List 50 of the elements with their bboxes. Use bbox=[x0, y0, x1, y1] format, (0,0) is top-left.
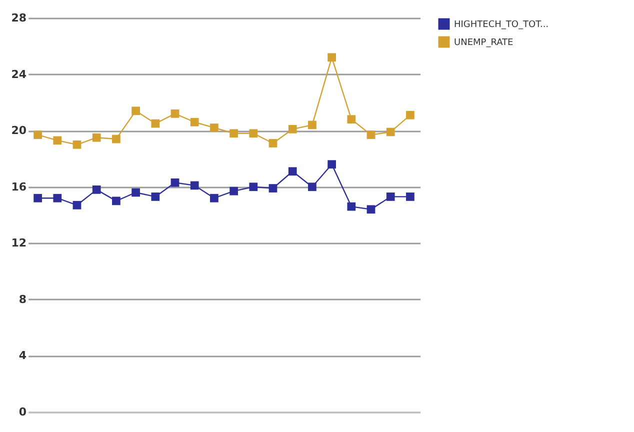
point bbox=[53, 136, 62, 145]
point bbox=[132, 188, 140, 197]
point bbox=[328, 53, 336, 62]
point bbox=[308, 120, 316, 130]
point bbox=[210, 194, 218, 202]
point bbox=[190, 118, 199, 126]
point bbox=[170, 178, 180, 187]
point bbox=[151, 192, 160, 201]
point bbox=[53, 194, 62, 202]
y-tick-label: 24 bbox=[11, 68, 27, 81]
point bbox=[386, 192, 395, 201]
legend-label: HIGHTECH_TO_TOT... bbox=[454, 20, 549, 30]
point bbox=[249, 182, 258, 192]
point bbox=[347, 115, 356, 124]
y-tick-label: 4 bbox=[18, 349, 27, 362]
point bbox=[406, 110, 414, 120]
point bbox=[72, 200, 82, 210]
y-tick-label: 8 bbox=[18, 292, 26, 306]
point bbox=[190, 181, 199, 190]
point bbox=[328, 160, 336, 169]
point bbox=[268, 139, 278, 148]
point bbox=[72, 140, 82, 149]
point bbox=[288, 124, 297, 134]
point bbox=[249, 129, 258, 138]
point bbox=[230, 186, 238, 196]
point bbox=[308, 182, 316, 192]
point bbox=[210, 124, 218, 132]
point bbox=[170, 110, 180, 118]
y-tick-label: 28 bbox=[11, 12, 26, 24]
point bbox=[268, 184, 278, 192]
point bbox=[92, 185, 101, 194]
point bbox=[347, 202, 356, 211]
y-tick-label: 20 bbox=[11, 124, 27, 138]
point bbox=[230, 129, 238, 138]
y-tick-label: 16 bbox=[11, 180, 27, 194]
point bbox=[366, 130, 376, 139]
point bbox=[92, 133, 101, 142]
point bbox=[288, 167, 297, 176]
point bbox=[112, 196, 120, 206]
point bbox=[406, 192, 414, 201]
legend-label: UNEMP_RATE bbox=[454, 38, 514, 48]
point bbox=[34, 194, 42, 202]
point bbox=[112, 134, 120, 144]
point bbox=[151, 119, 160, 128]
point bbox=[34, 130, 42, 139]
point bbox=[132, 106, 140, 116]
point bbox=[366, 205, 376, 214]
point bbox=[386, 128, 395, 136]
y-tick-label: 0 bbox=[18, 406, 27, 418]
y-tick-label: 12 bbox=[11, 236, 26, 250]
